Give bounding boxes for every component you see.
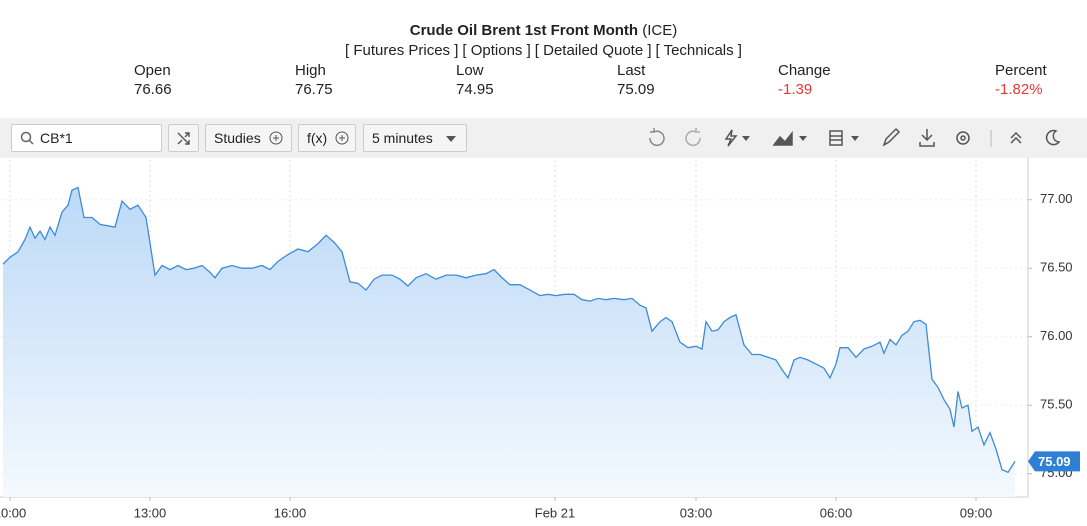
quote-label: High [295, 62, 326, 79]
quote-label: Percent [995, 62, 1047, 79]
link[interactable]: [ Detailed Quote ] [534, 42, 652, 59]
theme-icon[interactable] [1045, 129, 1061, 146]
x-tick-label: 10:00 [0, 505, 26, 520]
y-tick-label: 77.00 [1040, 191, 1073, 206]
quote-value: 75.09 [617, 81, 655, 98]
quote-label: Last [617, 62, 646, 79]
area [3, 187, 1015, 497]
last-price-badge [1028, 451, 1080, 472]
link[interactable]: [ Futures Prices ] [345, 42, 459, 59]
settings-icon[interactable] [956, 131, 970, 145]
plus-icon [269, 131, 283, 145]
link[interactable]: [ Options ] [462, 42, 531, 59]
quote-value: 74.95 [456, 81, 494, 98]
price-line [2, 186, 1016, 474]
x-tick-label: 16:00 [274, 505, 307, 520]
toolbar-icons [649, 127, 1061, 147]
links: [ Futures Prices ][ Options ][ Detailed … [0, 42, 1087, 59]
y-tick-label: 76.00 [1040, 328, 1073, 343]
draw-icon[interactable] [882, 127, 901, 147]
collapse-icon[interactable] [1010, 131, 1022, 144]
x-tick-label: 09:00 [960, 505, 993, 520]
undo-icon[interactable] [649, 128, 665, 147]
interval: 5 minutes [372, 130, 433, 146]
fx-button[interactable]: f(x) [298, 124, 356, 152]
fx: f(x) [307, 130, 328, 146]
shuffle-icon [177, 132, 190, 145]
quote-label: Low [456, 62, 484, 79]
title: Crude Oil Brent 1st Front Month [409, 22, 639, 39]
events-icon[interactable] [724, 129, 738, 147]
plus-icon [335, 131, 349, 145]
studies: Studies [214, 130, 261, 146]
y-tick-label: 75.50 [1040, 397, 1073, 412]
last-price-label: 75.09 [1038, 454, 1071, 469]
symbol-input[interactable]: CB*1 [11, 124, 162, 152]
toolbar: CB*1 Studies f(x) 5 minutes [0, 118, 1087, 158]
dropdown-arrow [446, 136, 456, 142]
quote-value: -1.82% [995, 81, 1043, 98]
layout-icon[interactable] [829, 130, 843, 146]
compare-button[interactable] [168, 124, 199, 152]
exchange: (ICE) [642, 22, 678, 39]
redo-icon[interactable] [685, 128, 701, 147]
chart: 10:00 13:00 16:00 Feb 21 03:00 06:00 09:00 75.0… [0, 158, 1080, 520]
x-tick-label: Feb 21 [535, 505, 575, 520]
studies-button[interactable]: Studies [205, 124, 292, 152]
y-tick-label: 76.50 [1040, 260, 1073, 275]
link[interactable]: [ Technicals ] [655, 42, 742, 59]
chart-type-icon[interactable] [772, 130, 793, 146]
symbol: CB*1 [40, 130, 73, 146]
quote-label: Open [134, 62, 171, 79]
quote-title: Crude Oil Brent 1st Front Month (ICE) [0, 22, 1087, 39]
x-tick-label: 06:00 [820, 505, 853, 520]
download-icon[interactable] [919, 129, 935, 147]
quote-label: Change [778, 62, 831, 79]
x-tick-label: 03:00 [680, 505, 713, 520]
quote-value: -1.39 [778, 81, 813, 98]
search-icon [20, 131, 34, 145]
x-tick-label: 13:00 [134, 505, 167, 520]
quote-value: 76.75 [295, 81, 333, 98]
quote-value: 76.66 [134, 81, 172, 98]
interval-select[interactable]: 5 minutes [363, 124, 467, 152]
